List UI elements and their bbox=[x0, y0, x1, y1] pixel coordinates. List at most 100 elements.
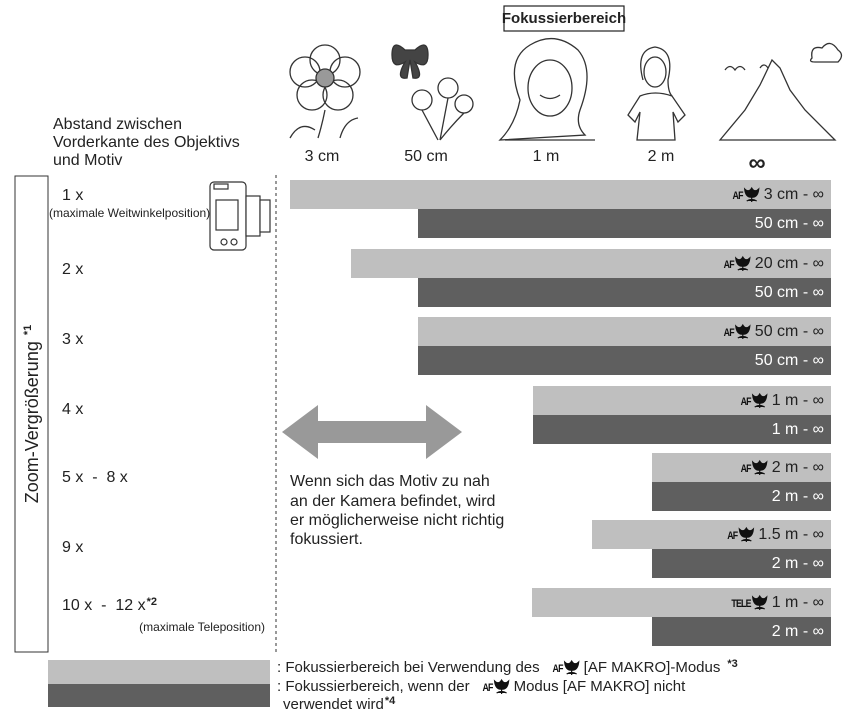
zoom-label: 1 x bbox=[62, 187, 83, 204]
macro-icon: AF bbox=[724, 323, 751, 339]
zoom-note-mark: *2 bbox=[147, 596, 157, 608]
flower-glyph bbox=[743, 186, 760, 202]
macro-range: 20 cm - ∞ bbox=[755, 255, 824, 272]
double-arrow bbox=[282, 405, 462, 459]
macro-icon: AF bbox=[741, 392, 768, 408]
macro-range: 1.5 m - ∞ bbox=[758, 526, 824, 543]
legend-note: *4 bbox=[385, 695, 396, 707]
macro-icon: AF bbox=[733, 186, 760, 202]
distance-label: 50 cm bbox=[404, 148, 448, 165]
macro-bar bbox=[290, 180, 831, 209]
normal-bar bbox=[533, 415, 831, 444]
macro-bar bbox=[351, 249, 831, 278]
warning-text: Wenn sich das Motiv zu nah bbox=[290, 473, 490, 490]
normal-bar bbox=[652, 482, 831, 511]
distance-label: ∞ bbox=[748, 149, 765, 176]
flower-glyph bbox=[751, 594, 768, 610]
side-label: Zoom-Vergrößerung *1 bbox=[22, 325, 42, 503]
normal-range: 2 m - ∞ bbox=[772, 488, 824, 505]
flower-glyph bbox=[751, 392, 768, 408]
side-label-text: Zoom-Vergrößerung bbox=[22, 341, 42, 503]
flower-glyph bbox=[751, 459, 768, 475]
flower-glyph bbox=[735, 323, 751, 339]
distance-label: 3 cm bbox=[305, 148, 340, 165]
title: Fokussierbereich bbox=[502, 10, 626, 27]
flower-glyph bbox=[493, 678, 510, 694]
normal-bar bbox=[418, 278, 831, 307]
mountain-illustration bbox=[718, 42, 843, 141]
icon-label: TELE bbox=[731, 598, 751, 610]
distance-label: 2 m bbox=[648, 148, 675, 165]
macro-bar bbox=[652, 453, 831, 482]
normal-range: 1 m - ∞ bbox=[772, 421, 824, 438]
macro-range: 1 m - ∞ bbox=[772, 392, 824, 409]
side-box bbox=[14, 175, 49, 653]
distance-caption: Vorderkante des Objektivs bbox=[53, 134, 240, 151]
legend-swatch-macro bbox=[48, 660, 270, 684]
macro-icon: AF bbox=[741, 459, 768, 475]
warning-text: fokussiert. bbox=[290, 531, 363, 548]
legend-text: : Fokussierbereich, wenn der bbox=[277, 678, 470, 695]
distance-label: 1 m bbox=[533, 148, 560, 165]
legend-note: *3 bbox=[727, 658, 737, 670]
flower-glyph bbox=[735, 255, 751, 271]
macro-range: 50 cm - ∞ bbox=[755, 323, 824, 340]
person-closeup-illustration bbox=[498, 38, 595, 141]
icon-label: AF bbox=[733, 190, 744, 202]
camera-illustration bbox=[209, 181, 271, 251]
normal-bar bbox=[418, 209, 831, 238]
normal-bar bbox=[418, 346, 831, 375]
title-box bbox=[503, 5, 625, 32]
macro-icon: AF bbox=[482, 678, 510, 694]
zoom-label: 5 x - 8 x bbox=[62, 469, 128, 486]
legend-text: : Fokussierbereich bei Verwendung des bbox=[277, 659, 540, 676]
legend-text: Modus [AF MAKRO] nicht bbox=[514, 678, 687, 695]
normal-range: 50 cm - ∞ bbox=[755, 352, 824, 369]
zoom-label: 9 x bbox=[62, 539, 83, 556]
icon-label: AF bbox=[727, 530, 738, 542]
icon-label: AF bbox=[741, 396, 752, 408]
icon-label: AF bbox=[482, 682, 493, 694]
rows: 3 cm - ∞ AF 50 cm - ∞ 1 x (maximale Weitwink… bbox=[49, 180, 831, 646]
macro-range: 2 m - ∞ bbox=[772, 459, 824, 476]
icon-label: AF bbox=[724, 259, 735, 271]
icon-label: AF bbox=[724, 327, 735, 339]
distance-caption: und Motiv bbox=[53, 152, 122, 169]
warning-text: er möglicherweise nicht richtig bbox=[290, 512, 504, 529]
normal-range: 50 cm - ∞ bbox=[755, 215, 824, 232]
zoom-note: (maximale Weitwinkelposition) bbox=[49, 206, 210, 220]
macro-bar bbox=[533, 386, 831, 415]
butterfly-flowers-illustration bbox=[391, 44, 474, 141]
macro-range: 3 cm - ∞ bbox=[764, 186, 824, 203]
macro-icon: TELE bbox=[731, 594, 768, 610]
flower-illustration bbox=[289, 44, 361, 139]
zoom-label: 10 x - 12 x bbox=[62, 597, 146, 614]
macro-bar bbox=[418, 317, 831, 346]
normal-bar bbox=[652, 549, 831, 578]
zoom-note: (maximale Teleposition) bbox=[139, 620, 265, 634]
flower-glyph bbox=[738, 526, 755, 542]
icon-label: AF bbox=[553, 663, 564, 675]
legend: : Fokussierbereich bei Verwendung des AF [… bbox=[277, 658, 738, 713]
normal-bar bbox=[652, 617, 831, 646]
macro-bar bbox=[592, 520, 831, 549]
macro-icon: AF bbox=[553, 659, 580, 675]
normal-range: 50 cm - ∞ bbox=[755, 284, 824, 301]
legend-text: [AF MAKRO]-Modus bbox=[584, 659, 721, 676]
flower-glyph bbox=[563, 659, 580, 675]
zoom-label: 2 x bbox=[62, 261, 83, 278]
macro-icon: AF bbox=[727, 526, 755, 542]
normal-range: 2 m - ∞ bbox=[772, 555, 824, 572]
side-label-note: *1 bbox=[22, 325, 34, 335]
warning-text: an der Kamera befindet, wird bbox=[290, 493, 495, 510]
legend-swatch-normal bbox=[48, 684, 270, 707]
person-illustration bbox=[627, 46, 686, 141]
normal-range: 2 m - ∞ bbox=[772, 623, 824, 640]
distance-caption: Abstand zwischen bbox=[53, 116, 182, 133]
zoom-label: 3 x bbox=[62, 331, 83, 348]
macro-icon: AF bbox=[724, 255, 751, 271]
macro-range: 1 m - ∞ bbox=[772, 594, 824, 611]
icon-label: AF bbox=[741, 463, 752, 475]
legend-text: verwendet wird bbox=[283, 696, 384, 713]
